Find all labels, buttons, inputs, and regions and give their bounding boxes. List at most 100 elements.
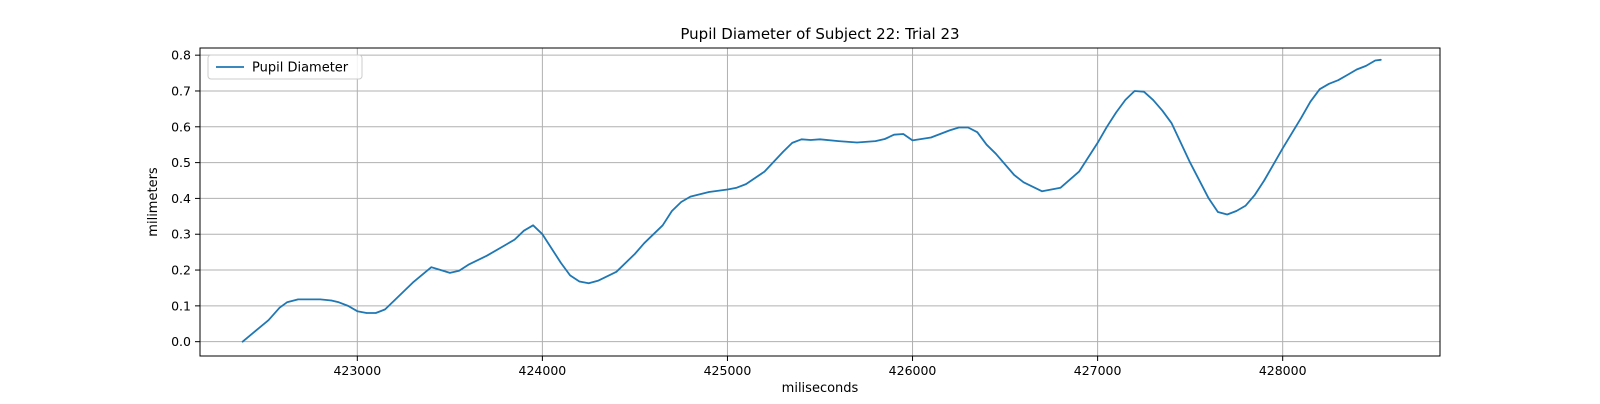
data-point [347, 305, 349, 307]
x-tick-label: 424000 [519, 363, 567, 378]
legend-label: Pupil Diameter [252, 61, 349, 76]
data-point [356, 310, 358, 312]
data-point [330, 299, 332, 302]
data-point [375, 312, 377, 314]
data-point [930, 136, 932, 139]
data-point [736, 187, 738, 189]
chart-title: Pupil Diameter of Subject 22: Trial 23 [680, 25, 959, 43]
data-point [1097, 142, 1099, 144]
data-point [967, 126, 969, 129]
data-point [393, 299, 395, 302]
x-tick-label: 425000 [704, 363, 752, 378]
legend-box [207, 54, 363, 80]
data-point [1356, 68, 1358, 71]
data-point [1106, 126, 1108, 128]
data-point [1346, 74, 1349, 76]
data-point [514, 239, 516, 241]
data-point [1041, 190, 1043, 192]
data-point [976, 131, 978, 133]
data-point [708, 191, 710, 193]
plot-frame [199, 47, 1441, 357]
data-point [791, 142, 793, 144]
data-point [643, 242, 645, 244]
data-point [597, 280, 599, 282]
data-point [893, 134, 895, 136]
data-point [1013, 174, 1015, 176]
data-point [1328, 83, 1330, 85]
data-point [366, 312, 368, 314]
y-tick-label: 0.3 [171, 227, 191, 242]
data-point [986, 144, 988, 146]
data-point [310, 298, 312, 300]
data-point [532, 224, 534, 226]
data-point [430, 266, 432, 268]
data-point [902, 133, 904, 135]
data-point [745, 183, 747, 185]
data-point [1309, 101, 1311, 103]
data-point [1078, 171, 1080, 173]
y-tick-label: 0.8 [171, 48, 191, 63]
data-point [837, 140, 840, 142]
data-point [384, 308, 386, 310]
data-point [689, 196, 692, 198]
x-tick-label: 423000 [333, 363, 381, 378]
y-tick-label: 0.1 [171, 298, 191, 313]
data-point [1263, 179, 1265, 182]
data-point [1282, 147, 1284, 149]
x-tick-label: 428000 [1259, 363, 1307, 378]
legend: Pupil Diameter [207, 54, 363, 80]
series-layer [241, 58, 1382, 343]
y-tick-label: 0.4 [171, 191, 191, 206]
data-point [819, 138, 821, 140]
data-point [319, 298, 321, 300]
data-point [615, 271, 618, 273]
data-point [297, 298, 299, 300]
data-point [995, 153, 997, 155]
x-axis-label: miliseconds [782, 381, 859, 396]
data-point [949, 129, 951, 131]
data-point [504, 244, 506, 246]
data-point [726, 188, 729, 191]
data-point [1124, 99, 1126, 101]
data-point [1060, 187, 1062, 189]
data-point [440, 269, 442, 271]
data-point [242, 341, 244, 343]
data-point [810, 139, 812, 141]
data-point [911, 139, 914, 141]
data-point [800, 138, 803, 140]
y-tick-label: 0.0 [171, 334, 191, 349]
grid-layer [200, 48, 1440, 356]
data-point [1023, 181, 1025, 183]
data-point [1254, 194, 1256, 196]
data-point [680, 201, 682, 203]
data-point [856, 141, 858, 144]
data-point [254, 330, 257, 332]
data-point [338, 301, 340, 303]
y-tick-label: 0.7 [171, 83, 191, 98]
data-point [874, 140, 877, 142]
data-point [286, 301, 288, 303]
data-point [1115, 111, 1117, 114]
data-point [1337, 79, 1339, 81]
data-point [412, 282, 414, 284]
data-point [1380, 59, 1382, 61]
data-point [449, 272, 451, 274]
data-point [569, 274, 571, 276]
data-point [560, 262, 562, 264]
x-tick-label: 427000 [1074, 363, 1122, 378]
data-point [267, 319, 270, 321]
data-point [671, 210, 673, 212]
data-point [1217, 211, 1219, 213]
data-point [1208, 197, 1210, 199]
x-tick-label: 426000 [889, 363, 937, 378]
data-point [1161, 110, 1163, 112]
data-point [1189, 162, 1191, 164]
data-point [467, 264, 469, 266]
data-point [1152, 99, 1154, 101]
y-tick-label: 0.2 [171, 263, 191, 278]
data-point [884, 138, 886, 140]
data-point [763, 171, 766, 173]
data-point [1134, 90, 1136, 92]
data-point [458, 270, 460, 272]
